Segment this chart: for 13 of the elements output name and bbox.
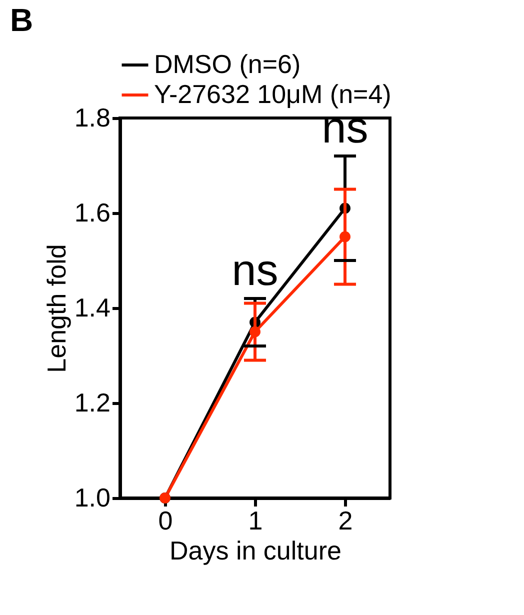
y-tick-label: 1.6 xyxy=(74,198,110,228)
x-axis-title: Days in culture xyxy=(170,536,342,566)
y-axis-title: Length fold xyxy=(41,244,72,373)
x-tick-label: 0 xyxy=(158,506,173,536)
x-tick-label: 2 xyxy=(338,506,353,536)
y-tick-label: 1.4 xyxy=(74,292,110,322)
y-tick-label: 1.0 xyxy=(74,482,110,512)
annotation: ns xyxy=(232,246,278,295)
y-tick-label: 1.8 xyxy=(74,102,110,132)
chart-title: B xyxy=(10,2,34,38)
x-tick-label: 1 xyxy=(248,506,263,536)
legend-label: DMSO (n=6) xyxy=(154,49,301,79)
y-tick-label: 1.2 xyxy=(74,388,110,418)
